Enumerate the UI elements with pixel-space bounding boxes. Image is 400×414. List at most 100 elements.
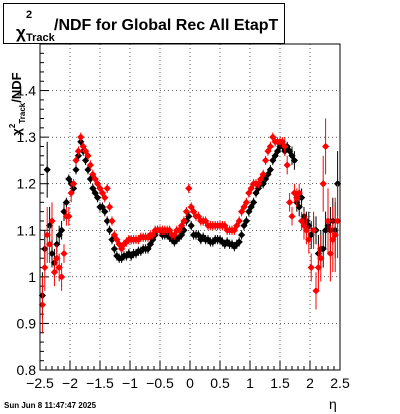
chart-title: /NDF for Global Rec All EtapT <box>54 17 279 34</box>
x-tick-label: −1.5 <box>86 375 114 391</box>
data-point <box>278 137 286 147</box>
data-point <box>322 118 330 175</box>
data-point <box>74 146 82 156</box>
chart-title-box: χ 2 Track /NDF for Global Rec All EtapT <box>3 3 285 44</box>
data-point <box>290 151 298 170</box>
x-tick-label: 2.5 <box>330 375 350 391</box>
y-tick-label: 1.4 <box>17 83 37 99</box>
black-marker <box>274 147 282 155</box>
data-point <box>269 132 277 142</box>
data-point <box>262 174 270 184</box>
red-marker <box>60 249 68 258</box>
black-marker <box>84 166 92 174</box>
data-point <box>281 137 289 156</box>
datestamp: Sun Jun 8 11:47:47 2025 <box>4 401 97 410</box>
red-marker <box>310 226 318 234</box>
data-point <box>38 276 46 333</box>
x-tick-label: 1 <box>246 375 254 391</box>
data-point <box>101 207 109 217</box>
red-marker <box>298 217 306 225</box>
red-marker <box>312 287 320 295</box>
data-point <box>298 188 306 207</box>
red-marker <box>269 133 277 141</box>
data-point <box>307 253 315 282</box>
black-marker <box>286 147 294 155</box>
red-marker <box>235 217 243 225</box>
data-point <box>72 155 80 166</box>
data-point <box>242 197 250 207</box>
data-point <box>41 244 49 291</box>
data-point <box>108 234 116 245</box>
data-point <box>331 197 339 273</box>
x-tick-label: 0 <box>186 375 194 391</box>
red-marker <box>74 147 82 155</box>
data-point <box>185 183 193 194</box>
data-point <box>187 220 195 231</box>
black-marker <box>108 236 116 244</box>
chart-title-sup: 2 <box>26 9 33 21</box>
x-tick-label: 0.5 <box>210 375 230 391</box>
red-marker <box>185 184 193 192</box>
data-point <box>266 141 274 152</box>
black-marker <box>187 222 195 230</box>
data-point <box>106 225 114 235</box>
data-point <box>305 225 313 254</box>
y-tick-label: 1.2 <box>17 176 37 192</box>
svg-text:χ2Track/NDF: χ2Track/NDF <box>8 72 27 135</box>
data-point <box>84 151 92 161</box>
black-marker <box>295 203 303 211</box>
red-marker <box>331 231 339 239</box>
red-marker <box>101 194 109 202</box>
black-marker <box>290 156 298 165</box>
black-marker <box>110 245 118 253</box>
data-point <box>250 197 258 207</box>
black-marker <box>106 226 114 234</box>
data-point <box>62 197 70 207</box>
data-point <box>295 183 303 203</box>
black-marker <box>242 217 250 225</box>
y-axis-label-rest: /NDF <box>9 72 24 102</box>
red-marker <box>319 180 327 188</box>
data-point <box>326 225 334 282</box>
red-marker <box>262 156 270 165</box>
red-marker <box>314 263 322 272</box>
black-marker <box>58 226 66 234</box>
data-point <box>103 216 111 226</box>
red-marker <box>67 189 75 197</box>
y-axis-label-sub: Track <box>18 102 27 123</box>
data-point <box>96 183 104 194</box>
red-marker <box>259 170 267 178</box>
x-axis-label: η <box>329 396 337 412</box>
data-point <box>43 207 51 263</box>
data-point <box>101 193 109 203</box>
data-point <box>58 220 66 240</box>
black-marker <box>238 231 246 239</box>
red-marker <box>317 254 325 262</box>
data-point <box>283 155 291 175</box>
red-marker <box>50 268 58 276</box>
data-point <box>257 174 265 184</box>
red-marker <box>106 203 114 211</box>
red-marker <box>48 217 56 225</box>
data-point <box>254 179 262 189</box>
x-tick-label: −0.5 <box>146 375 174 391</box>
data-point <box>46 225 54 263</box>
red-marker <box>266 142 274 151</box>
red-marker <box>84 152 92 160</box>
axes: −2.5 −2 −1.5 −1 −0.5 0 0.5 1 1.5 2 2.5 0.8 0.9 1 1.1 1.… <box>17 43 350 391</box>
black-marker <box>48 249 56 258</box>
data-point <box>259 169 267 180</box>
red-marker <box>329 236 337 244</box>
red-marker <box>334 217 342 225</box>
red-marker <box>41 263 49 272</box>
data-point <box>290 183 298 203</box>
black-marker <box>62 198 70 206</box>
y-axis-label-sup: 2 <box>8 123 17 128</box>
data-point <box>324 188 332 254</box>
data-point <box>72 165 80 175</box>
y-axis-label-chi: χ <box>9 128 24 136</box>
red-marker <box>55 263 63 272</box>
data-point <box>319 230 327 268</box>
data-point <box>262 155 270 166</box>
data-point <box>274 146 282 156</box>
